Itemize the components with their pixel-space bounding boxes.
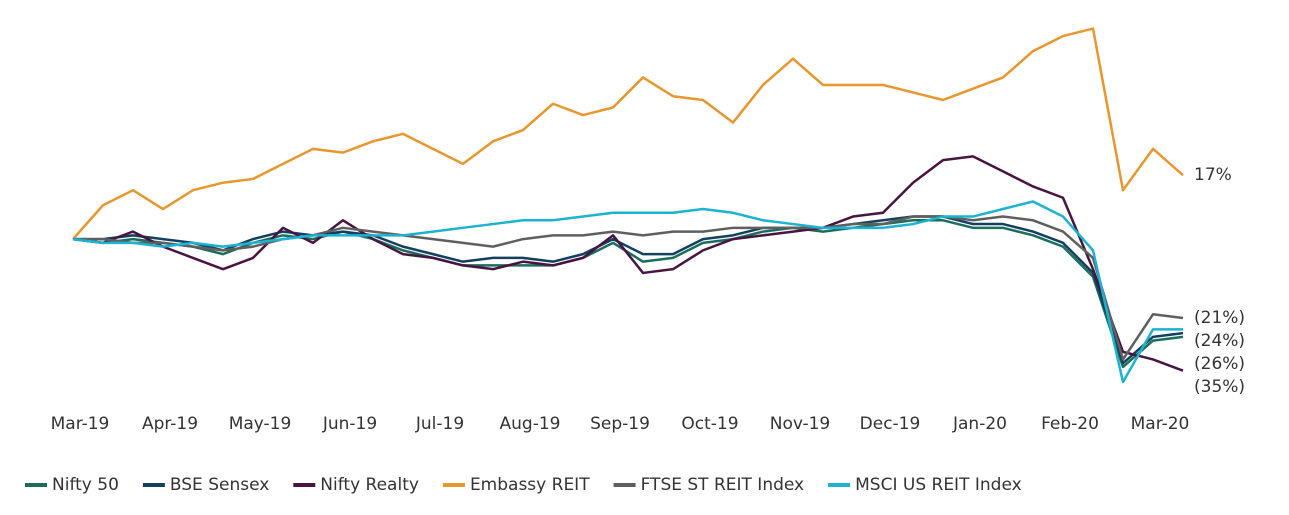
end-label: (24%) — [1194, 331, 1245, 351]
x-tick-label: Oct-19 — [681, 414, 738, 434]
series-line — [73, 215, 1184, 365]
x-tick-label: Apr-19 — [142, 414, 198, 434]
legend-label: MSCI US REIT Index — [855, 475, 1022, 495]
x-tick-label: Aug-19 — [500, 414, 561, 434]
x-tick-label: Mar-20 — [1131, 414, 1190, 434]
legend-label: BSE Sensex — [170, 475, 269, 495]
end-label: (35%) — [1194, 377, 1245, 397]
x-tick-label: Jan-20 — [952, 414, 1007, 434]
end-label: (26%) — [1194, 354, 1245, 374]
legend-label: FTSE ST REIT Index — [641, 475, 805, 495]
x-tick-label: Dec-19 — [860, 414, 921, 434]
x-tick-label: May-19 — [229, 414, 292, 434]
series-line — [72, 27, 1184, 240]
x-tick-label: Feb-20 — [1041, 414, 1099, 434]
x-tick-label: Mar-19 — [51, 414, 110, 434]
end-label: (21%) — [1194, 308, 1245, 328]
x-tick-label: Nov-19 — [770, 414, 831, 434]
series-line — [72, 219, 1184, 369]
end-label: 17% — [1194, 165, 1232, 185]
series-line — [73, 215, 1184, 361]
series-line — [72, 200, 1183, 384]
series-line — [72, 155, 1184, 372]
legend-label: Nifty Realty — [320, 475, 419, 495]
x-tick-label: Jul-19 — [415, 414, 464, 434]
legend-label: Nifty 50 — [52, 475, 119, 495]
x-tick-label: Jun-19 — [322, 414, 377, 434]
legend-label: Embassy REIT — [470, 475, 590, 495]
x-tick-label: Sep-19 — [590, 414, 650, 434]
